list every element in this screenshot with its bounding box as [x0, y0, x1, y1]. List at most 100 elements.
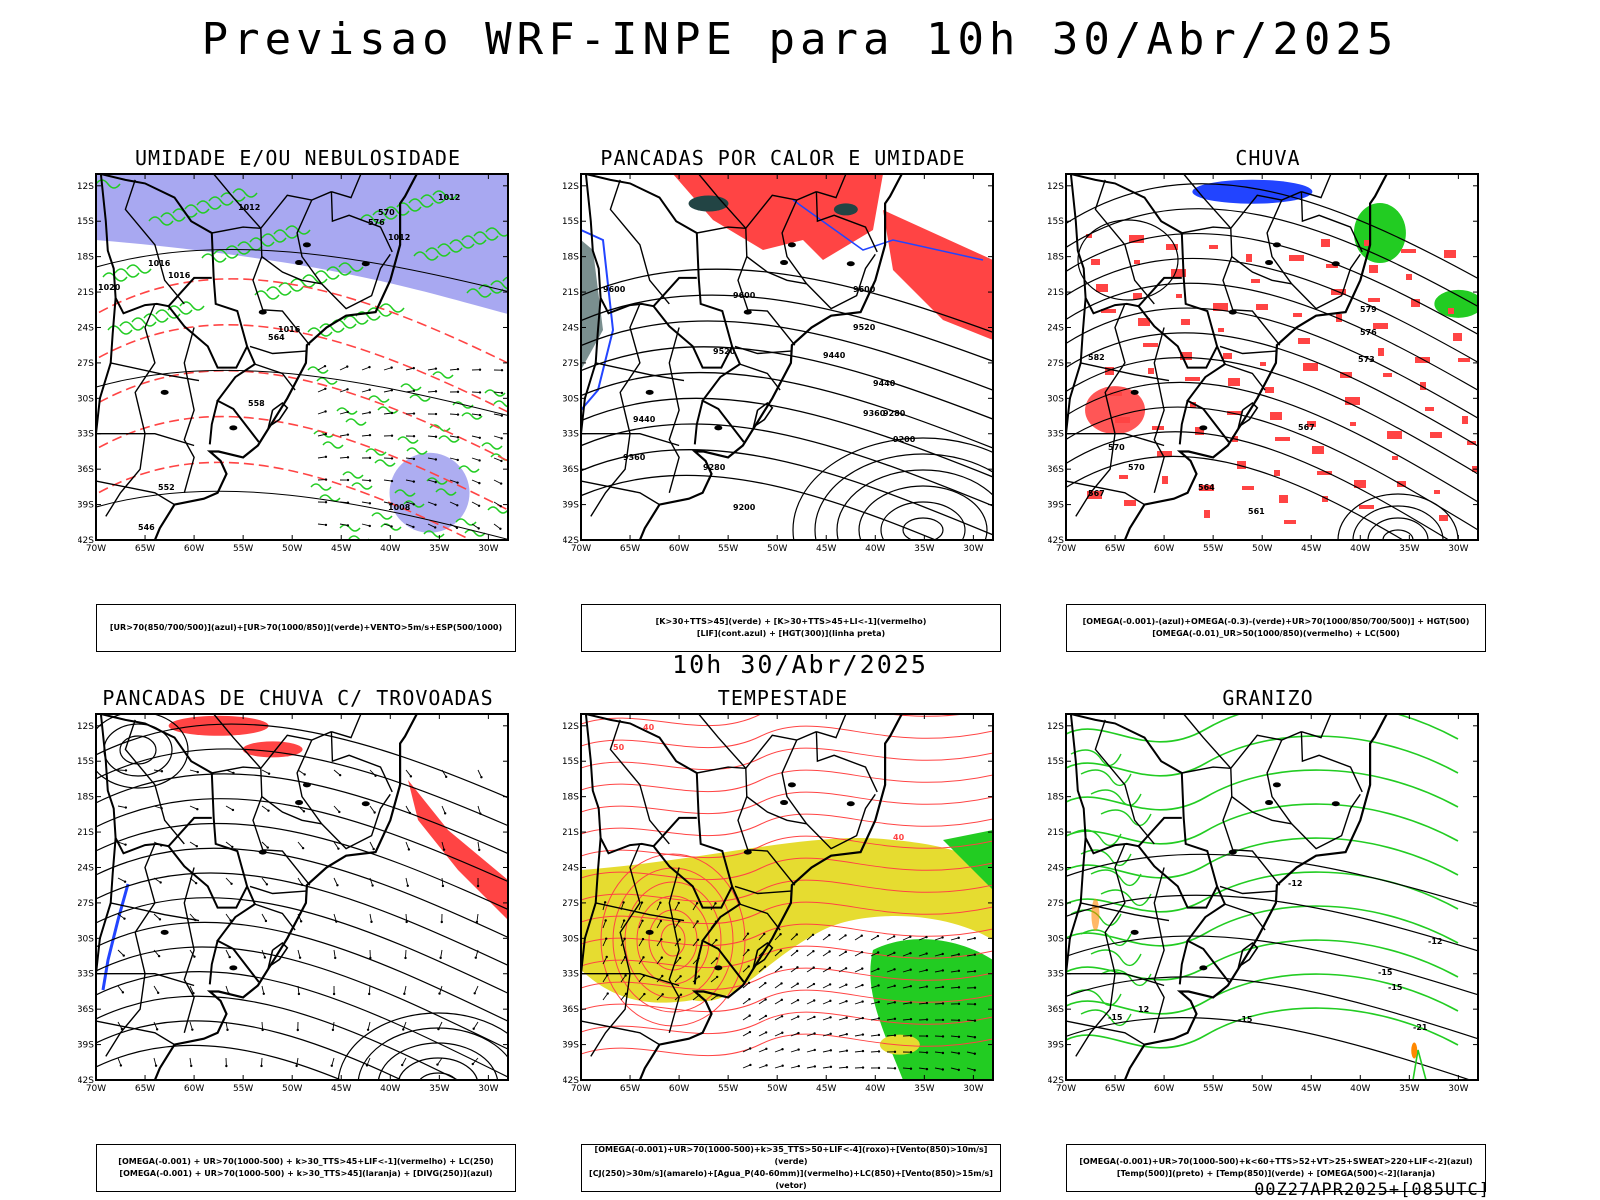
lon-tick-label: 50W	[767, 1084, 787, 1094]
lon-tick-label: 45W	[1301, 1084, 1321, 1094]
lat-tick-label: 39S	[78, 501, 94, 511]
panel-title: CHUVA	[1235, 146, 1301, 170]
lon-tick-label: 60W	[1154, 1084, 1174, 1094]
map-pancadas-calor: 9600 9600 9600 9520 9520 9440 9440 9440 9360 9360…	[563, 173, 994, 554]
lat-tick-label: 24S	[78, 323, 94, 333]
lat-tick-label: 21S	[1048, 288, 1064, 298]
panel-title: GRANIZO	[1222, 686, 1314, 710]
contour-label: 9200	[733, 503, 756, 512]
panel-legend: [OMEGA(-0.001) + UR>70(1000-500) + k>30_…	[96, 1144, 516, 1192]
lon-tick-label: 35W	[1399, 1084, 1419, 1094]
legend-line-1: [OMEGA(-0.001)+UR>70(1000-500)+k>35_TTS>…	[594, 1145, 988, 1166]
lon-tick-label: 65W	[620, 544, 640, 554]
lat-tick-label: 36S	[563, 1005, 579, 1015]
contour-label: 561	[1248, 507, 1265, 516]
lat-tick-label: 24S	[563, 323, 579, 333]
lon-tick-label: 60W	[184, 544, 204, 554]
contour-label: 9280	[703, 463, 726, 472]
lat-tick-label: 18S	[1048, 253, 1064, 263]
lon-tick-label: 40W	[1350, 544, 1370, 554]
lon-tick-label: 45W	[331, 1084, 351, 1094]
contour-label: -12	[1288, 879, 1302, 888]
lon-tick-label: 55W	[233, 1084, 253, 1094]
contour-label: 546	[138, 523, 155, 532]
lon-tick-label: 35W	[429, 544, 449, 554]
lat-tick-label: 42S	[563, 536, 579, 546]
lat-tick-label: 36S	[1048, 465, 1064, 475]
lat-tick-label: 39S	[563, 501, 579, 511]
lat-tick-label: 42S	[563, 1076, 579, 1086]
lon-tick-label: 30W	[478, 1084, 498, 1094]
lon-tick-label: 55W	[233, 544, 253, 554]
lon-tick-label: 55W	[1203, 1084, 1223, 1094]
lat-tick-label: 12S	[1048, 722, 1064, 732]
contour-label: 9600	[603, 285, 626, 294]
lat-tick-label: 39S	[1048, 501, 1064, 511]
lon-tick-label: 40W	[380, 1084, 400, 1094]
lon-tick-label: 50W	[767, 544, 787, 554]
lat-tick-label: 39S	[1048, 1041, 1064, 1051]
mid-title: 10h 30/Abr/2025	[672, 650, 928, 679]
lat-tick-label: 33S	[1048, 970, 1064, 980]
contour-label: 576	[368, 218, 385, 227]
contour-label: 1020	[98, 283, 121, 292]
map-granizo: -12 -12 -15 -15 -15 -15 -21 12 12S 15S 18S 21S 24S 27…	[1048, 713, 1479, 1094]
map-tempestade: 40 50 40 12S 15S 18S 21S 24S 27S 30S 33S 36S 39S 42S7…	[563, 713, 994, 1094]
contour-label: -15	[1108, 1013, 1123, 1022]
legend-line-1: [UR>70(850/700/500)](azul)+[UR>70(1000/8…	[109, 623, 503, 632]
lat-tick-label: 27S	[1048, 899, 1064, 909]
lon-tick-label: 50W	[1252, 1084, 1272, 1094]
lat-tick-label: 30S	[563, 934, 579, 944]
legend-line-1: [OMEGA(-0.001)-(azul)+OMEGA(-0.3)-(verde…	[1082, 617, 1470, 626]
lon-tick-label: 65W	[1105, 1084, 1125, 1094]
legend-line-2: [LIF](cont.azul) + [HGT(300)](linha pret…	[696, 629, 886, 638]
contour-label: 9600	[853, 285, 876, 294]
lon-tick-label: 70W	[571, 1084, 591, 1094]
lon-tick-label: 35W	[914, 544, 934, 554]
lon-tick-label: 40W	[1350, 1084, 1370, 1094]
contour-label: 9440	[633, 415, 656, 424]
lon-tick-label: 40W	[865, 1084, 885, 1094]
lat-tick-label: 24S	[1048, 863, 1064, 873]
contour-label: 1016	[168, 271, 191, 280]
contour-label: 9360	[863, 409, 886, 418]
lon-tick-label: 35W	[429, 1084, 449, 1094]
panel-legend: [OMEGA(-0.001)+UR>70(1000-500)+k<60+TTS>…	[1066, 1144, 1486, 1192]
lon-tick-label: 70W	[86, 544, 106, 554]
contour-label: 1008	[388, 503, 411, 512]
lat-tick-label: 42S	[1048, 536, 1064, 546]
lat-tick-label: 36S	[1048, 1005, 1064, 1015]
lat-tick-label: 12S	[563, 722, 579, 732]
lat-tick-label: 33S	[78, 430, 94, 440]
lon-tick-label: 45W	[331, 544, 351, 554]
lon-tick-label: 40W	[865, 544, 885, 554]
lat-tick-label: 18S	[1048, 793, 1064, 803]
lon-tick-label: 60W	[1154, 544, 1174, 554]
lon-tick-label: 50W	[282, 544, 302, 554]
map-chuva: 579 576 573 582 570 567 564 561 567 570 12S 15S 18S 2…	[1048, 173, 1479, 554]
lat-tick-label: 21S	[563, 288, 579, 298]
panel-legend: [UR>70(850/700/500)](azul)+[UR>70(1000/8…	[96, 604, 516, 652]
lat-tick-label: 15S	[563, 217, 579, 227]
lon-tick-label: 65W	[1105, 544, 1125, 554]
lat-tick-label: 18S	[563, 793, 579, 803]
lon-tick-label: 30W	[963, 1084, 983, 1094]
panel-legend: [OMEGA(-0.001)+UR>70(1000-500)+k>35_TTS>…	[581, 1144, 1001, 1192]
lat-tick-label: 27S	[78, 359, 94, 369]
contour-label: 564	[268, 333, 285, 342]
lon-tick-label: 50W	[282, 1084, 302, 1094]
lat-tick-label: 15S	[78, 757, 94, 767]
lon-tick-label: 45W	[1301, 544, 1321, 554]
lat-tick-label: 18S	[78, 793, 94, 803]
contour-label: 9520	[713, 347, 736, 356]
footer-timestamp: 00Z27APR2025+[085UTC]	[1254, 1180, 1490, 1200]
lat-tick-label: 12S	[563, 182, 579, 192]
contour-label: 570	[1128, 463, 1145, 472]
lat-tick-label: 12S	[1048, 182, 1064, 192]
panel-legend: [K>30+TTS>45](verde) + [K>30+TTS>45+LI<-…	[581, 604, 1001, 652]
lon-tick-label: 45W	[816, 544, 836, 554]
legend-line-2: [OMEGA(-0.001) + UR>70(1000-500) + k>30_…	[119, 1169, 493, 1178]
lat-tick-label: 42S	[78, 536, 94, 546]
lat-tick-label: 27S	[563, 359, 579, 369]
